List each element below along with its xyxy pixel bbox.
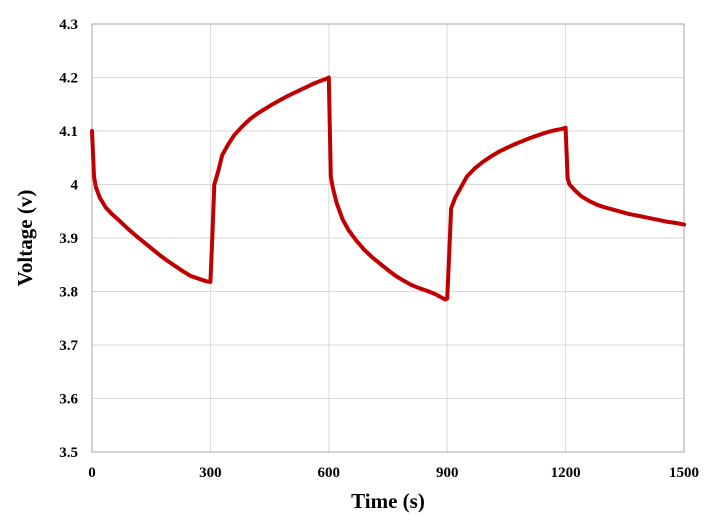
plot-frame xyxy=(91,23,685,453)
series-layer xyxy=(90,75,686,302)
x-tick-label: 300 xyxy=(199,465,222,481)
x-axis-ticks: 0 300 600 900 1200 1500 xyxy=(88,465,699,481)
y-tick-label: 4.3 xyxy=(59,17,78,33)
y-tick-label: 4 xyxy=(71,178,79,194)
y-axis-title: Voltage (v) xyxy=(13,190,37,287)
y-tick-label: 3.7 xyxy=(59,338,78,354)
x-tick-label: 1500 xyxy=(669,465,699,481)
x-axis-title: Time (s) xyxy=(351,489,425,513)
grid xyxy=(91,23,685,453)
x-tick-label: 900 xyxy=(436,465,459,481)
y-tick-label: 3.5 xyxy=(59,445,78,461)
y-axis-ticks: 3.5 3.6 3.7 3.8 3.9 4 4.1 4.2 4.3 xyxy=(59,17,78,461)
y-tick-label: 4.2 xyxy=(59,71,78,87)
y-tick-label: 3.6 xyxy=(59,392,78,408)
x-tick-label: 600 xyxy=(318,465,341,481)
y-tick-label: 4.1 xyxy=(59,124,78,140)
x-tick-label: 0 xyxy=(88,465,96,481)
x-tick-label: 1200 xyxy=(551,465,581,481)
y-tick-label: 3.9 xyxy=(59,231,78,247)
series-line xyxy=(90,75,686,302)
y-tick-label: 3.8 xyxy=(59,285,78,301)
